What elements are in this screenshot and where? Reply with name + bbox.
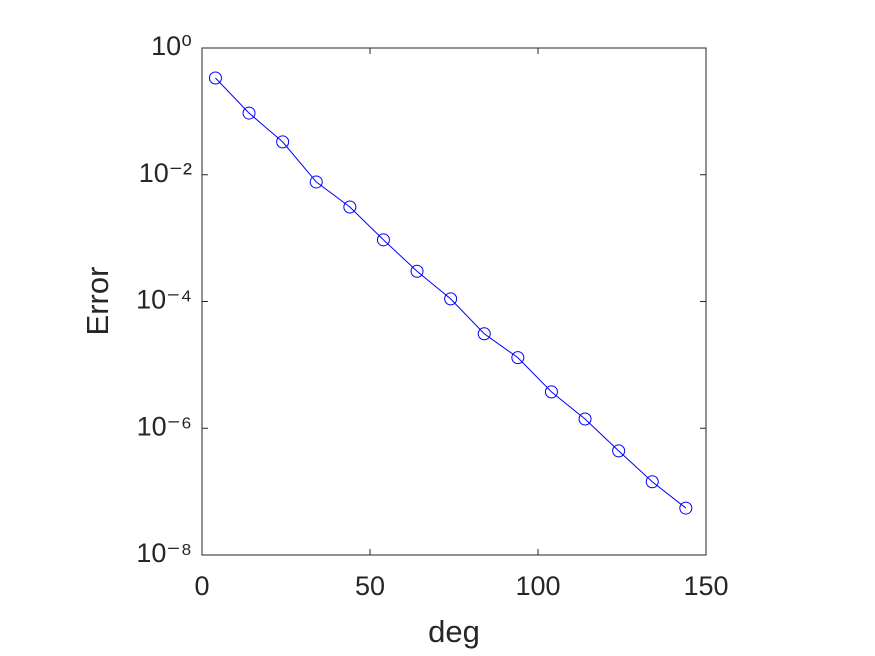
y-tick-label: 10⁻⁸ (136, 538, 192, 568)
data-point (544, 385, 558, 399)
y-tick-label: 10⁻² (139, 158, 192, 188)
x-tick-label: 50 (355, 571, 385, 601)
y-tick-label: 10⁻⁴ (136, 285, 192, 315)
x-axis-label: deg (428, 614, 480, 649)
data-point (679, 501, 693, 515)
data-point (343, 200, 357, 214)
x-tick-label: 150 (683, 571, 728, 601)
data-point (444, 292, 458, 306)
data-point (645, 475, 659, 489)
data-point (612, 444, 626, 458)
data-point (511, 351, 525, 365)
series-line (215, 77, 687, 509)
data-point (276, 135, 290, 149)
y-tick-label: 10⁰ (151, 31, 192, 61)
y-tick-label: 10⁻⁶ (137, 411, 192, 441)
data-point (208, 71, 222, 85)
data-point (410, 264, 424, 278)
data-point (242, 106, 256, 120)
x-tick-label: 100 (515, 571, 560, 601)
data-point (309, 175, 323, 189)
data-point (477, 327, 491, 341)
plot-box (201, 47, 707, 556)
data-point (376, 233, 390, 247)
x-tick-label: 0 (194, 571, 209, 601)
y-axis-label: Error (80, 267, 115, 336)
data-point (578, 412, 592, 426)
